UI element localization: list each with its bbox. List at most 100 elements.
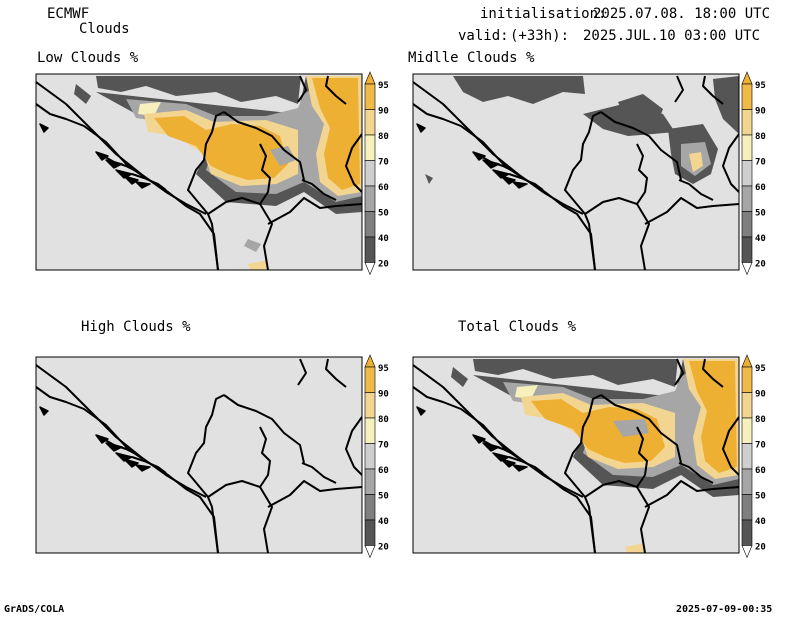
colorbar-bottom-arrow (364, 545, 376, 559)
border-line-1 (413, 386, 596, 553)
island-4 (105, 159, 123, 169)
border-line-11 (722, 416, 739, 476)
panel-title-low: Low Clouds % (37, 50, 139, 66)
colorbar-tick-label: 40 (378, 517, 389, 527)
colorbar-segment-60_70 (364, 160, 376, 187)
colorbar-tick-label: 60 (378, 466, 389, 476)
border-line-10 (674, 358, 684, 386)
border-line-3 (207, 426, 271, 498)
island-4 (105, 442, 123, 452)
colorbar-segment-20_40 (741, 236, 753, 263)
country-borders (36, 75, 362, 270)
cloud-area-5 (138, 102, 161, 116)
island-0 (416, 406, 426, 416)
colorbar-segment-40_50 (741, 494, 753, 521)
colorbar-segment-90_95 (741, 83, 753, 110)
border-line-11 (345, 416, 362, 476)
colorbar-top-arrow (364, 354, 376, 368)
colorbar-tick-label: 60 (755, 466, 766, 476)
cloud-area-4 (244, 239, 261, 252)
border-line-7 (267, 197, 362, 225)
colorbar-segment-80_90 (741, 392, 753, 419)
island-1 (472, 151, 486, 161)
colorbar-segment-80_90 (364, 392, 376, 419)
colorbar-segment-20_40 (741, 519, 753, 546)
cloud-area-0 (473, 359, 678, 387)
colorbar-top-arrow (741, 71, 753, 85)
colorbar-tick-label: 95 (755, 364, 766, 374)
model-title: ECMWF (47, 6, 90, 22)
island-3 (135, 181, 151, 189)
cloud-area-10 (270, 146, 296, 166)
border-line-10 (297, 75, 307, 103)
panel-title-total: Total Clouds % (458, 319, 577, 335)
colorbar-tick-label: 95 (755, 81, 766, 91)
colorbar-bottom-arrow (741, 545, 753, 559)
cloud-area-0 (96, 76, 301, 104)
colorbar-segment-50_60 (364, 185, 376, 212)
island-0 (39, 123, 49, 133)
colorbar-tick-label: 60 (755, 183, 766, 193)
colorbar-tick-label: 20 (378, 543, 389, 553)
colorbar-segment-40_50 (364, 494, 376, 521)
border-line-0 (413, 81, 584, 215)
cloud-area-7 (531, 399, 665, 463)
border-line-7 (267, 480, 362, 508)
island-4 (482, 159, 500, 169)
border-line-8 (678, 462, 714, 484)
island-4 (482, 442, 500, 452)
colorbar-segment-50_60 (741, 185, 753, 212)
country-borders (413, 75, 739, 270)
colorbar-tick-label: 90 (378, 107, 389, 117)
colorbar-tick-label: 70 (755, 441, 766, 451)
colorbar-tick-label: 90 (755, 390, 766, 400)
map-frame (35, 73, 363, 271)
border-line-9 (702, 75, 724, 105)
island-1 (95, 151, 109, 161)
colorbar-segment-60_70 (364, 443, 376, 470)
colorbar-tick-label: 20 (378, 260, 389, 270)
cloud-area-3 (451, 367, 468, 387)
map-panel-mid: 95 90 80 70 60 50 40 20 (412, 71, 766, 276)
island-5 (123, 458, 139, 468)
border-line-9 (325, 358, 347, 388)
valid-offset: (+33h): (510, 28, 570, 44)
border-line-6 (636, 203, 650, 270)
colorbar-tick-label: 80 (378, 415, 389, 425)
colorbar-tick-label: 40 (755, 234, 766, 244)
colorbar-tick-label: 50 (755, 209, 766, 219)
colorbar-top-arrow (364, 71, 376, 85)
island-0 (39, 406, 49, 416)
border-line-6 (636, 486, 650, 553)
colorbar-segment-60_70 (741, 160, 753, 187)
colorbar-segment-50_60 (741, 468, 753, 495)
cloud-area-4 (713, 76, 739, 134)
border-line-6 (259, 203, 273, 270)
border-line-12 (131, 173, 167, 191)
border-line-1 (36, 103, 219, 270)
island-2 (115, 452, 133, 462)
colorbar-tick-label: 80 (755, 132, 766, 142)
border-line-7 (644, 197, 739, 225)
colorbar-tick-label: 70 (755, 158, 766, 168)
cloud-area-10 (625, 543, 645, 553)
valid-value: 2025.JUL.10 03:00 UTC (583, 28, 761, 44)
colorbar-top-arrow (741, 354, 753, 368)
colorbar-tick-label: 20 (755, 260, 766, 270)
cloud-area-6 (689, 152, 703, 172)
panel-title-mid: Midlle Clouds % (408, 50, 535, 66)
island-2 (492, 452, 510, 462)
colorbar-tick-label: 50 (755, 492, 766, 502)
colorbar-segment-20_40 (364, 519, 376, 546)
colorbar: 95 90 80 70 60 50 40 20 (364, 71, 389, 276)
border-line-5 (600, 111, 682, 181)
colorbar-segment-20_40 (364, 236, 376, 263)
island-3 (512, 464, 528, 472)
border-line-5 (223, 394, 305, 464)
island-2 (115, 169, 133, 179)
border-line-8 (301, 179, 337, 201)
border-line-12 (508, 456, 544, 474)
map-panel-low: 95 90 80 70 60 50 40 20 (35, 71, 389, 276)
border-line-1 (413, 103, 596, 270)
colorbar-tick-label: 40 (755, 517, 766, 527)
